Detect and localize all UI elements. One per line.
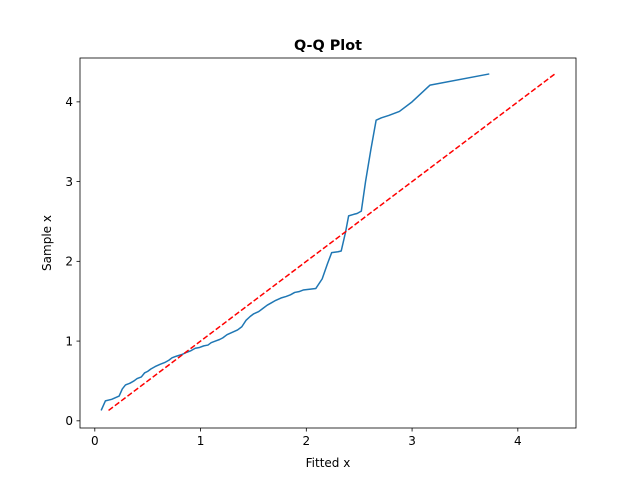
y-tick-label: 4 — [65, 95, 73, 109]
axes-frame — [79, 57, 577, 429]
x-axis-label: Fitted x — [306, 456, 351, 470]
chart-title: Q-Q Plot — [294, 38, 362, 54]
series-layer — [100, 73, 556, 412]
x-tick-label: 1 — [197, 434, 205, 448]
y-tick-label: 2 — [65, 255, 73, 269]
y-tick-label: 1 — [65, 334, 73, 348]
y-axis-ticks: 0 1 2 3 4 — [65, 95, 80, 428]
x-tick-label: 2 — [302, 434, 310, 448]
x-tick-label: 0 — [91, 434, 99, 448]
x-tick-label: 4 — [514, 434, 522, 448]
x-tick-label: 3 — [408, 434, 416, 448]
y-tick-label: 0 — [65, 414, 73, 428]
y-axis-label: Sample x — [40, 215, 54, 271]
sample-quantile-line — [100, 73, 490, 411]
x-axis-ticks: 0 1 2 3 4 — [91, 428, 522, 448]
reference-line — [108, 73, 556, 412]
y-tick-label: 3 — [65, 175, 73, 189]
